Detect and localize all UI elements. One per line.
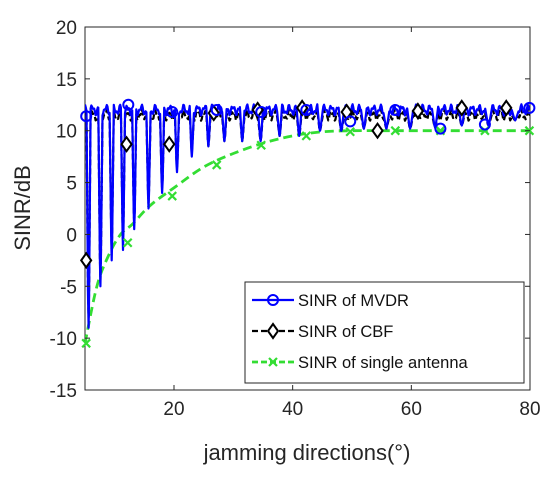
marker-sinr-of-single-antenna (122, 237, 133, 248)
legend-marker-x (268, 357, 278, 367)
marker-sinr-of-single-antenna (390, 125, 401, 136)
marker-sinr-of-mvdr (344, 115, 357, 128)
marker-sinr-of-cbf (411, 102, 425, 120)
x-tick-label: 80 (519, 399, 540, 420)
y-tick-label: -10 (50, 329, 77, 350)
legend-marker-diamond (266, 322, 280, 340)
y-tick-label: 20 (56, 18, 77, 39)
marker-sinr-of-mvdr (122, 98, 135, 111)
legend-marker-circle (267, 294, 279, 306)
marker-sinr-of-single-antenna (81, 338, 91, 349)
y-tick-label: 5 (66, 174, 77, 195)
marker-sinr-of-mvdr (434, 122, 447, 135)
x-tick-label: 60 (401, 399, 422, 420)
legend-label: SINR of single antenna (298, 354, 469, 372)
marker-sinr-of-single-antenna (211, 160, 222, 170)
y-tick-label: -5 (60, 277, 77, 298)
marker-sinr-of-mvdr (523, 101, 536, 114)
marker-sinr-of-cbf (500, 99, 513, 117)
marker-sinr-of-cbf (455, 99, 468, 117)
x-axis-label: jamming directions(°) (203, 440, 411, 465)
y-tick-label: 0 (66, 225, 77, 246)
legend-box (244, 281, 525, 384)
x-tick-label: 20 (163, 399, 184, 420)
marker-sinr-of-mvdr (166, 106, 179, 119)
marker-sinr-of-mvdr (478, 118, 491, 131)
y-tick-label: 15 (56, 70, 77, 91)
y-tick-label: 10 (56, 122, 77, 143)
marker-sinr-of-cbf (163, 135, 176, 153)
marker-sinr-of-mvdr (255, 106, 268, 119)
legend-label: SINR of MVDR (298, 292, 409, 310)
marker-sinr-of-mvdr (300, 103, 313, 116)
legend-label: SINR of CBF (298, 323, 393, 341)
legend: SINR of MVDR SINR of CBF SINR of single an… (244, 281, 525, 384)
marker-sinr-of-single-antenna (256, 140, 266, 151)
marker-sinr-of-cbf (120, 135, 133, 153)
marker-sinr-of-mvdr (210, 103, 223, 116)
marker-sinr-of-mvdr (389, 103, 402, 116)
marker-sinr-of-single-antenna (167, 191, 177, 201)
marker-sinr-of-single-antenna (301, 131, 312, 141)
marker-sinr-of-cbf (371, 121, 384, 140)
marker-sinr-of-cbf (79, 251, 93, 270)
marker-sinr-of-single-antenna (345, 126, 355, 137)
series-line-sinr-of-cbf (85, 108, 530, 319)
marker-sinr-of-mvdr (80, 110, 93, 123)
x-tick-label: 40 (282, 399, 303, 420)
y-tick-label: -15 (50, 381, 77, 402)
y-axis-label: SINR/dB (10, 165, 35, 251)
